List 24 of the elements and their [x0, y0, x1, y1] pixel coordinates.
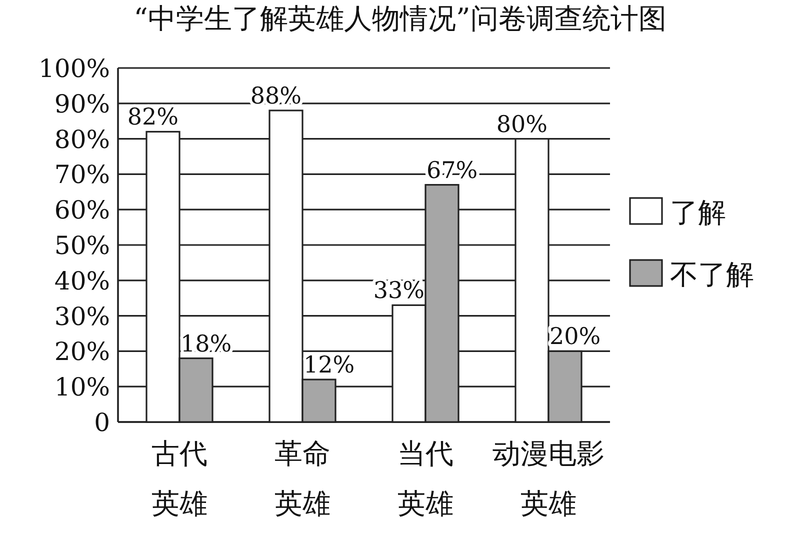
y-tick-label: 70%	[54, 160, 110, 190]
y-tick-label: 10%	[54, 372, 110, 402]
x-tick-label: 当代英雄	[398, 437, 454, 520]
data-label: 18%	[180, 331, 232, 358]
y-tick-label: 40%	[54, 266, 110, 296]
y-tick-label: 30%	[54, 302, 110, 331]
chart-title: “中学生了解英雄人物情况”问卷调查统计图	[134, 2, 666, 35]
x-tick-label: 古代英雄	[152, 437, 208, 520]
y-tick-label: 20%	[54, 337, 110, 366]
data-label: 12%	[304, 352, 355, 379]
y-tick-label: 0	[94, 408, 110, 437]
x-tick-label: 革命英雄	[274, 437, 330, 520]
data-label: 33%	[373, 278, 424, 304]
y-tick-label: 90%	[54, 89, 110, 118]
y-tick-label: 60%	[54, 196, 110, 225]
data-label: 80%	[496, 112, 548, 138]
legend-label: 了解	[670, 196, 726, 229]
data-label: 82%	[127, 104, 178, 131]
data-label: 20%	[550, 324, 601, 350]
y-tick-label: 50%	[54, 231, 110, 260]
legend-label: 不了解	[670, 258, 754, 291]
y-tick-label: 100%	[38, 54, 110, 83]
y-tick-label: 80%	[54, 124, 110, 154]
x-tick-label: 动漫电影英雄	[492, 437, 604, 520]
